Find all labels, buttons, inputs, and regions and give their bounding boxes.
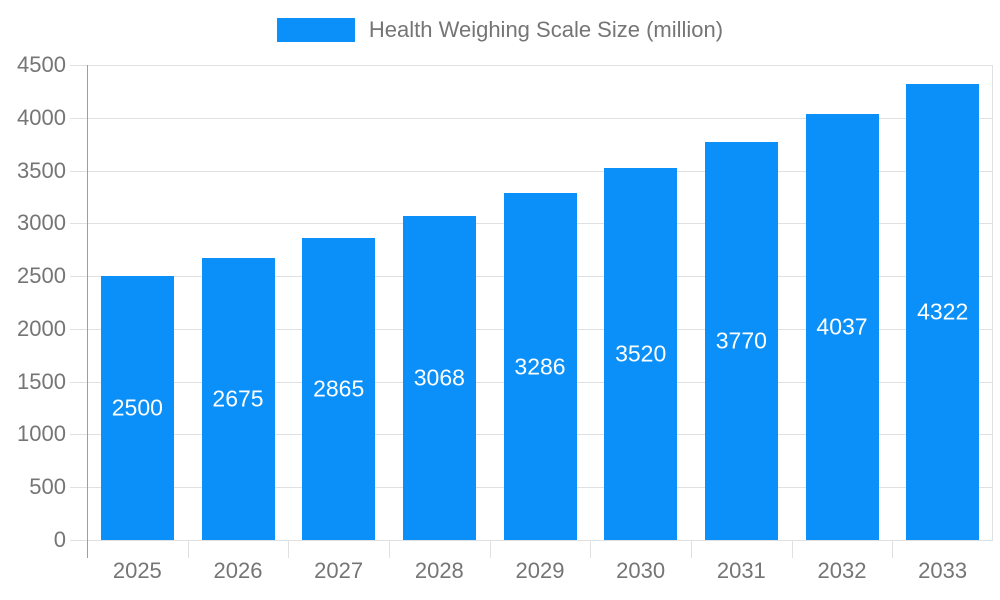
y-axis-tick-label: 4500 xyxy=(17,52,66,77)
bar-2033[interactable]: 4322 xyxy=(906,83,980,540)
bar-2026[interactable]: 2675 xyxy=(201,257,275,540)
y-axis-labels: 0 500 1000 1500 2000 2500 3000 3500 4000 4500 xyxy=(0,52,66,552)
bar-value-label: 3770 xyxy=(715,327,767,354)
y-axis-tick xyxy=(70,276,87,278)
y-axis-tick xyxy=(70,540,87,541)
x-axis-tick xyxy=(489,540,491,558)
y-gridline xyxy=(87,540,993,541)
y-gridline xyxy=(87,170,993,172)
bar-value-label: 2675 xyxy=(212,385,264,412)
y-axis-tick-label: 2500 xyxy=(17,263,66,289)
y-axis-tick-label: 1000 xyxy=(17,421,66,447)
y-axis-tick-label: 4000 xyxy=(17,104,66,130)
legend-swatch xyxy=(276,18,355,42)
bar-2030[interactable]: 3520 xyxy=(604,168,678,540)
y-axis-tick xyxy=(70,170,87,172)
bar-2028[interactable]: 3068 xyxy=(402,216,476,540)
bar-value-label: 3520 xyxy=(615,340,667,367)
legend[interactable]: Health Weighing Scale Size (million) xyxy=(0,17,1000,43)
x-axis-label-2029: 2029 xyxy=(515,558,565,583)
bar-2027[interactable]: 2865 xyxy=(302,237,376,540)
y-axis-tick-label: 500 xyxy=(29,474,66,500)
y-axis-tick xyxy=(70,223,87,225)
plot-area: 2500 2675 2865 3068 3286 3520 3770 4037 4322 xyxy=(70,65,993,558)
y-axis-tick xyxy=(70,328,87,330)
y-gridline xyxy=(87,65,993,66)
bar-value-label: 3068 xyxy=(413,364,465,391)
bar-2032[interactable]: 4037 xyxy=(805,113,879,540)
x-axis-label-2030: 2030 xyxy=(616,558,666,583)
y-axis-line xyxy=(87,65,88,558)
x-axis-label-2028: 2028 xyxy=(414,558,464,583)
y-axis-tick-label: 1500 xyxy=(17,368,66,394)
x-axis-label-2033: 2033 xyxy=(918,558,968,583)
x-axis-tick xyxy=(791,540,793,558)
x-axis-label-2031: 2031 xyxy=(716,558,766,583)
bar-value-label: 3286 xyxy=(514,353,566,380)
bar-2029[interactable]: 3286 xyxy=(503,193,577,540)
legend-label: Health Weighing Scale Size (million) xyxy=(368,17,724,42)
plot-right-border xyxy=(992,65,993,540)
y-axis-tick xyxy=(70,487,87,489)
x-axis-tick xyxy=(389,540,390,558)
bar-2031[interactable]: 3770 xyxy=(704,142,778,540)
x-axis-label-2025: 2025 xyxy=(112,558,162,583)
x-axis-tick xyxy=(590,540,592,558)
y-axis-tick-label: 3500 xyxy=(17,157,66,183)
y-axis-tick xyxy=(70,381,87,383)
x-axis-tick xyxy=(892,540,894,558)
x-axis-label-2026: 2026 xyxy=(213,558,263,583)
bar-2025[interactable]: 2500 xyxy=(100,276,174,540)
x-axis-tick xyxy=(691,540,692,558)
bar-value-label: 4322 xyxy=(917,298,969,325)
bar-value-label: 2865 xyxy=(313,375,365,402)
y-axis-tick xyxy=(70,65,87,66)
x-axis-label-2027: 2027 xyxy=(314,558,364,583)
y-gridline xyxy=(87,117,993,119)
x-axis-labels: 2025 2026 2027 2028 2029 2030 2031 2032 2033 xyxy=(87,558,993,588)
x-axis-label-2032: 2032 xyxy=(817,558,867,583)
bar-value-label: 2500 xyxy=(111,394,163,421)
y-axis-tick-label: 2000 xyxy=(17,315,66,341)
y-axis-tick-label: 3000 xyxy=(17,210,66,236)
bar-value-label: 4037 xyxy=(816,313,868,340)
y-axis-tick xyxy=(70,117,87,119)
y-axis-tick xyxy=(70,434,87,436)
x-axis-tick xyxy=(187,540,189,558)
y-axis-tick-label: 0 xyxy=(53,527,66,552)
x-axis-tick xyxy=(288,540,290,558)
